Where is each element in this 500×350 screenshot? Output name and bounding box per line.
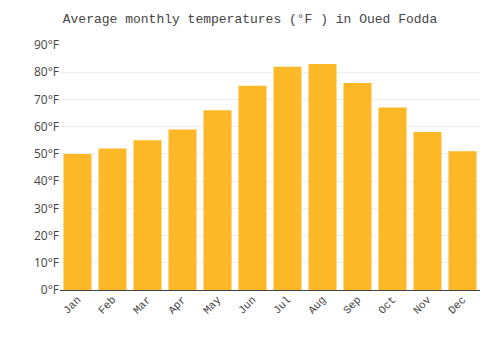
svg-text:May: May <box>201 294 224 317</box>
svg-text:70°F: 70°F <box>34 91 59 108</box>
svg-text:80°F: 80°F <box>34 63 59 80</box>
svg-text:Dec: Dec <box>446 294 468 316</box>
svg-text:Aug: Aug <box>306 294 328 316</box>
svg-text:Nov: Nov <box>411 294 434 317</box>
svg-text:40°F: 40°F <box>34 172 59 189</box>
svg-text:Oct: Oct <box>376 294 398 316</box>
svg-text:50°F: 50°F <box>34 145 59 162</box>
svg-text:Apr: Apr <box>166 294 188 316</box>
svg-text:Mar: Mar <box>131 294 153 316</box>
svg-text:Jul: Jul <box>271 294 293 316</box>
svg-text:60°F: 60°F <box>34 118 59 135</box>
svg-text:30°F: 30°F <box>34 200 59 217</box>
svg-text:20°F: 20°F <box>34 227 59 244</box>
svg-text:90°F: 90°F <box>34 36 59 53</box>
svg-text:Average monthly temperatures (: Average monthly temperatures (°F ) in Ou… <box>63 12 438 27</box>
svg-text:10°F: 10°F <box>34 254 59 271</box>
svg-text:Feb: Feb <box>96 294 118 316</box>
svg-text:Sep: Sep <box>341 294 363 316</box>
svg-text:Jan: Jan <box>61 294 83 316</box>
svg-text:Jun: Jun <box>236 294 258 316</box>
svg-text:0°F: 0°F <box>41 281 59 298</box>
